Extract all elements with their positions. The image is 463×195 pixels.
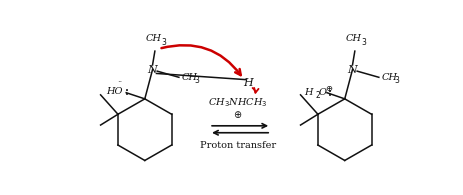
Text: H: H <box>243 78 252 89</box>
Text: CH: CH <box>181 73 198 82</box>
Text: N: N <box>147 65 157 75</box>
Text: :: : <box>125 86 128 97</box>
Text: 3: 3 <box>394 76 398 85</box>
Text: 2: 2 <box>315 90 319 99</box>
Text: CH: CH <box>145 35 161 43</box>
Text: CH: CH <box>344 35 361 43</box>
Text: ⊕: ⊕ <box>325 84 332 93</box>
Text: $\oplus$: $\oplus$ <box>233 109 242 120</box>
Text: HO: HO <box>106 87 123 97</box>
Text: 3: 3 <box>361 38 366 47</box>
Text: Proton transfer: Proton transfer <box>199 141 275 150</box>
Text: ··: ·· <box>117 78 122 87</box>
Text: 3: 3 <box>162 38 166 47</box>
Text: CH$_3$NHCH$_3$: CH$_3$NHCH$_3$ <box>207 96 267 109</box>
Text: H: H <box>303 88 312 97</box>
Text: O: O <box>318 88 325 97</box>
Text: CH: CH <box>381 73 397 82</box>
Text: :: : <box>328 87 332 98</box>
Text: 3: 3 <box>194 76 199 85</box>
Text: N: N <box>347 65 357 75</box>
